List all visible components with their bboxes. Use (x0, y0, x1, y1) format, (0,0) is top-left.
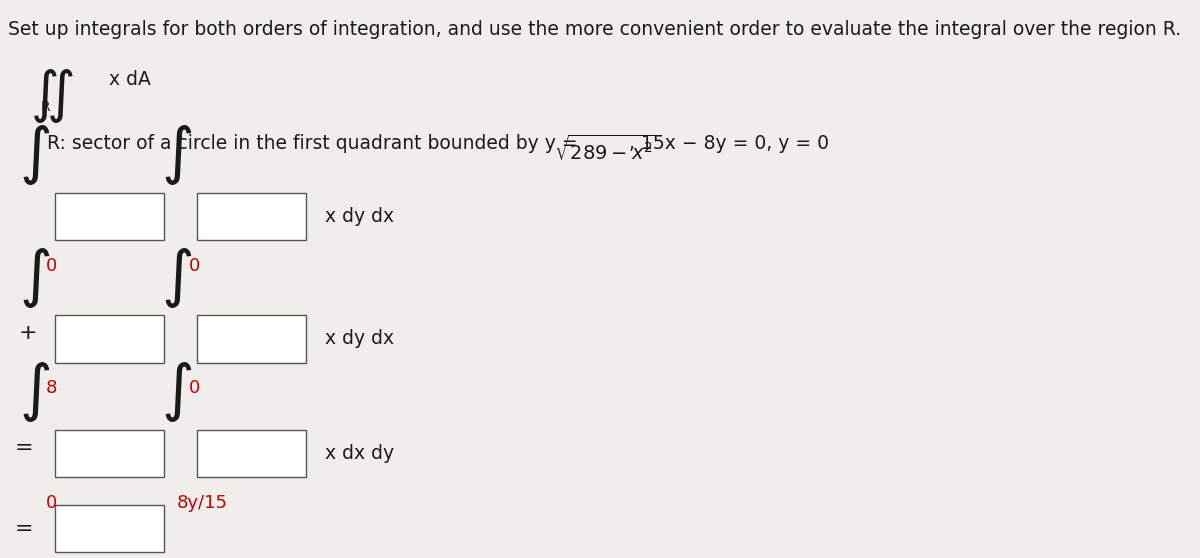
Text: $\int$: $\int$ (19, 123, 50, 187)
Text: $\int$: $\int$ (161, 360, 192, 424)
Text: x dA: x dA (109, 70, 151, 89)
Text: $\int$: $\int$ (161, 123, 192, 187)
Text: 8y/15: 8y/15 (178, 494, 228, 512)
FancyBboxPatch shape (197, 315, 306, 363)
Text: 0: 0 (46, 257, 58, 275)
Text: R: sector of a circle in the first quadrant bounded by y =: R: sector of a circle in the first quadr… (48, 134, 584, 153)
Text: $\sqrt{289-x^2}$: $\sqrt{289-x^2}$ (553, 134, 656, 163)
Text: +: + (19, 324, 37, 343)
Text: x dy dx: x dy dx (325, 206, 395, 226)
Text: , 15x − 8y = 0, y = 0: , 15x − 8y = 0, y = 0 (630, 134, 829, 153)
Text: 0: 0 (188, 379, 199, 397)
Text: $\int$: $\int$ (19, 360, 50, 424)
Text: $\int$: $\int$ (161, 246, 192, 310)
FancyBboxPatch shape (54, 505, 163, 552)
Text: 8: 8 (46, 379, 58, 397)
FancyBboxPatch shape (197, 430, 306, 477)
Text: x dy dx: x dy dx (325, 329, 395, 349)
Text: R: R (41, 100, 50, 114)
Text: =: = (14, 519, 32, 538)
FancyBboxPatch shape (54, 430, 163, 477)
Text: $\int\!\!\int$: $\int\!\!\int$ (30, 67, 74, 125)
Text: 0: 0 (188, 257, 199, 275)
FancyBboxPatch shape (54, 315, 163, 363)
Text: $\int$: $\int$ (19, 246, 50, 310)
Text: Set up integrals for both orders of integration, and use the more convenient ord: Set up integrals for both orders of inte… (7, 20, 1181, 39)
FancyBboxPatch shape (197, 193, 306, 240)
Text: =: = (14, 438, 32, 458)
Text: 0: 0 (46, 494, 58, 512)
FancyBboxPatch shape (54, 193, 163, 240)
Text: x dx dy: x dx dy (325, 444, 395, 463)
